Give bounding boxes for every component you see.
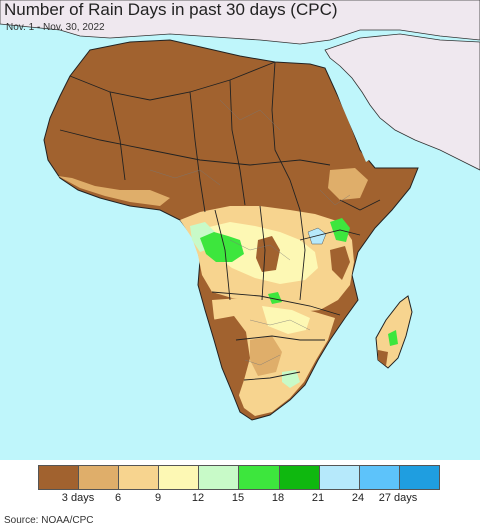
legend-tick-label: 21 (311, 492, 325, 504)
legend-swatch (39, 466, 80, 489)
legend-tick-label: 3 days (61, 492, 95, 504)
map-subtitle: Nov. 1 - Nov. 30, 2022 (6, 22, 105, 33)
legend-swatch (119, 466, 160, 489)
rain-days-map (0, 0, 480, 460)
ethiopia-tan (328, 168, 368, 200)
europe-landmass (0, 0, 480, 45)
legend-swatch (359, 466, 400, 489)
legend-tick-label: 24 (351, 492, 365, 504)
legend-swatch (159, 466, 200, 489)
red-sea (328, 68, 372, 162)
legend-tick-label: 18 (271, 492, 285, 504)
subnational-borders (149, 99, 351, 366)
legend-tick-label: 9 (154, 492, 162, 504)
source-credit: Source: NOAA/CPC (4, 515, 94, 526)
congo-green (200, 232, 244, 262)
highland-brown-patch (256, 236, 280, 272)
madagascar-brown (378, 350, 388, 366)
legend-tick-label: 27 days (378, 492, 418, 504)
legend-tick-label: 15 (231, 492, 245, 504)
legend-swatch (239, 466, 280, 489)
legend-color-bar (38, 465, 440, 490)
legend-swatch (399, 466, 439, 489)
middle-east-landmass (324, 33, 480, 171)
legend-tick-label: 12 (191, 492, 205, 504)
kalahari-tan (250, 336, 282, 376)
country-borders (59, 61, 381, 381)
map-title: Number of Rain Days in past 30 days (CPC… (4, 0, 338, 19)
southern-africa-pale-yellow (262, 306, 310, 334)
madagascar-green (388, 330, 398, 346)
legend-swatch (79, 466, 120, 489)
west-africa-coast-zone (58, 176, 170, 206)
legend-tick-label: 6 (114, 492, 122, 504)
legend-swatch (279, 466, 320, 489)
legend-swatch (319, 466, 360, 489)
legend-swatch (199, 466, 240, 489)
zambia-green-patch (268, 292, 282, 304)
namibia-brown (212, 316, 250, 398)
east-highland-brown (330, 246, 350, 280)
